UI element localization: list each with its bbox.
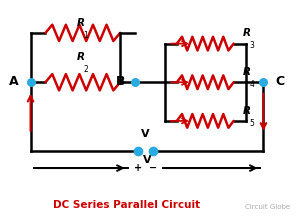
Text: −: − [149,163,157,173]
Text: R: R [243,28,250,38]
Text: 2: 2 [83,65,88,74]
Text: R: R [243,105,250,116]
Text: C: C [275,75,284,88]
Text: +: + [134,163,142,173]
Text: V: V [143,155,151,165]
Text: Circuit Globe: Circuit Globe [245,204,290,210]
Text: R: R [77,52,85,62]
Text: 4: 4 [249,80,254,89]
Text: V: V [141,129,150,139]
Text: R: R [243,67,250,77]
Text: R: R [77,17,85,27]
Text: 1: 1 [83,31,88,40]
Text: 3: 3 [249,41,254,51]
Text: A: A [9,75,19,88]
Text: DC Series Parallel Circuit: DC Series Parallel Circuit [52,200,200,210]
Text: B: B [116,75,125,88]
Text: 5: 5 [249,119,254,128]
